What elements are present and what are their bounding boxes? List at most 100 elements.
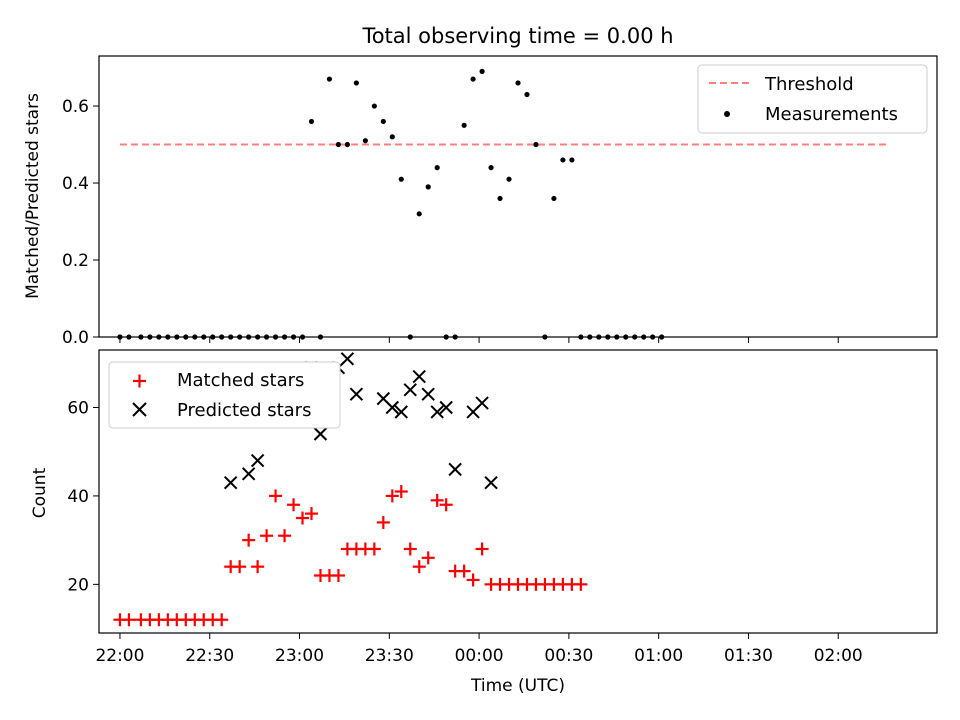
top-y-tick-label: 0.4 xyxy=(62,174,89,194)
matched-star-point xyxy=(296,511,310,525)
x-tick-label: 01:00 xyxy=(634,646,683,666)
predicted-star-point xyxy=(403,383,417,397)
ratio-panel: Total observing time = 0.00 h 0.00.20.40… xyxy=(23,24,938,348)
matched-star-point xyxy=(475,542,489,556)
measurement-point xyxy=(560,157,566,163)
measurement-point xyxy=(461,122,467,128)
measurement-point xyxy=(515,80,521,86)
measurement-point xyxy=(569,157,575,163)
top-legend: Threshold Measurements xyxy=(697,64,928,134)
matched-star-point xyxy=(367,542,381,556)
measurement-point xyxy=(488,165,494,171)
matched-star-point xyxy=(233,560,247,574)
x-tick-label: 02:00 xyxy=(814,646,863,666)
matched-star-point xyxy=(385,489,399,503)
predicted-star-point xyxy=(349,387,364,401)
matched-star-point xyxy=(412,560,426,574)
matched-star-point xyxy=(287,498,301,512)
predicted-star-point xyxy=(421,387,435,401)
matched-star-point xyxy=(430,493,444,507)
matched-star-point xyxy=(457,564,471,578)
x-axis-label: Time (UTC) xyxy=(470,676,565,696)
matched-star-point xyxy=(215,613,229,627)
x-tick-label: 22:00 xyxy=(95,646,144,666)
measurement-point xyxy=(380,118,386,125)
legend-threshold-label: Threshold xyxy=(764,74,854,95)
measurement-point xyxy=(335,141,342,148)
legend-measurements-label: Measurements xyxy=(765,104,898,125)
measurement-point xyxy=(524,91,530,98)
predicted-star-point xyxy=(484,475,498,490)
top-ticks: 0.0 0.2 0.4 0.6 xyxy=(62,97,839,348)
matched-star-markers xyxy=(113,485,588,627)
measurement-point xyxy=(353,80,359,86)
predicted-star-point xyxy=(448,462,462,477)
legend-measurement-swatch xyxy=(724,111,730,117)
chart-title: Total observing time = 0.00 h xyxy=(361,24,673,48)
x-tick-label: 22:30 xyxy=(185,646,234,666)
predicted-star-point xyxy=(394,405,408,419)
measurement-point xyxy=(308,118,315,125)
measurement-point xyxy=(398,176,404,182)
predicted-star-point xyxy=(241,467,256,481)
matched-star-point xyxy=(269,489,283,503)
predicted-star-point xyxy=(340,352,355,366)
measurement-point xyxy=(551,195,557,202)
predicted-star-point xyxy=(223,475,238,490)
matched-star-point xyxy=(260,529,274,543)
predicted-star-point xyxy=(385,400,400,415)
legend-predicted-label: Predicted stars xyxy=(177,400,311,421)
measurement-point xyxy=(371,103,377,109)
matched-star-point xyxy=(574,577,588,591)
matched-star-point xyxy=(403,542,417,556)
measurement-point xyxy=(506,176,512,182)
matched-star-point xyxy=(251,560,265,574)
measurement-point xyxy=(479,68,485,74)
bottom-y-axis-label: Count xyxy=(30,467,50,518)
measurement-point xyxy=(389,134,395,140)
measurement-point xyxy=(533,141,539,148)
predicted-star-point xyxy=(430,405,444,419)
bottom-ticks: 20 40 60 22:00 22:30 23:00 23:30 00:00 00:30 01:0… xyxy=(67,398,862,666)
top-y-axis-label: Matched/Predicted stars xyxy=(23,93,43,299)
measurement-point xyxy=(362,138,368,144)
measurement-points xyxy=(117,68,665,340)
matched-star-point xyxy=(331,569,345,583)
matched-star-point xyxy=(278,529,292,543)
bottom-legend: Matched stars Predicted stars xyxy=(108,361,341,429)
legend-predicted-swatch xyxy=(132,402,147,417)
bottom-y-tick-label: 20 xyxy=(67,575,89,595)
matched-star-point xyxy=(394,485,408,498)
matched-star-point xyxy=(439,498,453,512)
measurement-point xyxy=(416,211,422,217)
top-plot-frame xyxy=(98,55,938,338)
matched-star-point xyxy=(304,507,318,521)
top-y-tick-label: 0.2 xyxy=(62,251,89,271)
legend-matched-label: Matched stars xyxy=(177,370,304,391)
x-tick-label: 00:30 xyxy=(544,646,593,666)
legend-matched-swatch xyxy=(133,374,146,388)
bottom-y-tick-label: 60 xyxy=(67,398,89,418)
x-tick-label: 23:00 xyxy=(275,646,324,666)
predicted-star-point xyxy=(439,400,453,415)
measurement-point xyxy=(497,195,503,202)
top-legend-box xyxy=(697,64,928,134)
top-y-tick-label: 0.0 xyxy=(62,328,89,348)
bottom-plot-frame xyxy=(98,349,938,634)
measurement-point xyxy=(425,184,431,190)
matched-star-point xyxy=(466,573,480,587)
predicted-star-point xyxy=(313,427,328,441)
measurement-point xyxy=(326,76,333,82)
count-panel: 20 40 60 22:00 22:30 23:00 23:30 00:00 00:30 01:0… xyxy=(30,349,938,696)
predicted-star-point xyxy=(250,453,265,468)
bottom-legend-box xyxy=(108,361,341,429)
x-tick-label: 23:30 xyxy=(365,646,414,666)
matched-star-point xyxy=(242,533,256,547)
predicted-star-point xyxy=(412,369,426,384)
matched-star-point xyxy=(376,515,390,529)
matched-star-point xyxy=(122,613,136,627)
top-y-tick-label: 0.6 xyxy=(62,97,89,117)
x-tick-label: 01:30 xyxy=(724,646,773,666)
matched-star-point xyxy=(421,551,435,565)
